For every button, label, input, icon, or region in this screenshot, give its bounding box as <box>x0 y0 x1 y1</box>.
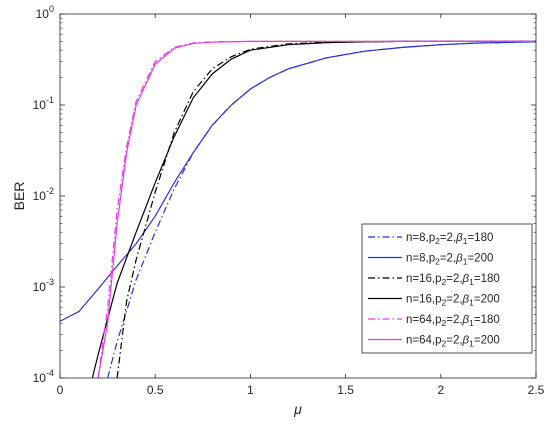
x-tick-label: 2.5 <box>528 383 545 397</box>
series-line-2 <box>60 41 536 322</box>
x-axis-label: μ <box>293 401 302 417</box>
x-tick-label: 1 <box>247 383 254 397</box>
x-tick-label: 1.5 <box>337 383 354 397</box>
legend-box <box>361 223 533 354</box>
y-tick-label: 10-2 <box>33 186 54 203</box>
series-line-6 <box>97 40 536 378</box>
x-tick-label: 0.5 <box>147 383 164 397</box>
y-tick-label: 100 <box>36 4 54 21</box>
y-axis-label: BER <box>11 182 27 211</box>
legend: n=8,p2=2,β1=180 n=8,p2=2,β1=200 n=16,p2=2,… <box>361 223 533 354</box>
tick-labels: 0 0.5 1 1.5 2 2.5 10-4 10-3 10-2 10-1 100 <box>33 4 545 397</box>
legend-entry: n=8,p2=2,β1=200 <box>406 253 493 267</box>
x-tick-label: 2 <box>437 383 444 397</box>
legend-entry: n=16,p2=2,β1=180 <box>406 273 500 287</box>
y-tick-label: 10-1 <box>33 95 54 112</box>
legend-entry: n=64,p2=2,β1=180 <box>406 314 500 328</box>
legend-entry: n=8,p2=2,β1=180 <box>406 232 493 246</box>
y-tick-label: 10-3 <box>33 277 54 294</box>
axes <box>59 13 537 379</box>
series-line-1 <box>107 41 536 378</box>
legend-entry: n=16,p2=2,β1=200 <box>406 294 500 308</box>
series-layer <box>60 40 536 378</box>
x-tick-label: 0 <box>57 383 64 397</box>
legend-entry: n=64,p2=2,β1=200 <box>406 335 500 349</box>
y-tick-label: 10-4 <box>33 368 54 385</box>
